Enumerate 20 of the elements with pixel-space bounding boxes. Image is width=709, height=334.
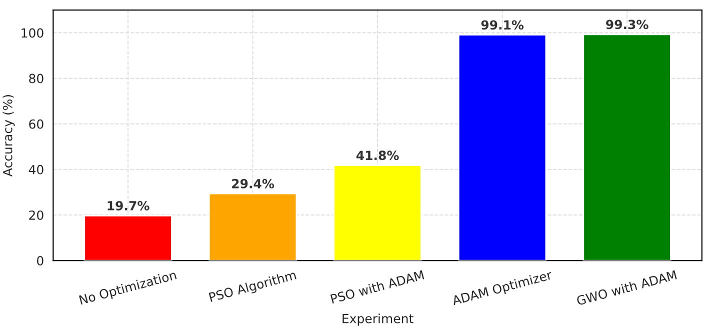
x-tick-label: GWO with ADAM: [576, 270, 677, 306]
y-axis-title: Accuracy (%): [2, 95, 15, 177]
data-label: 29.4%: [232, 178, 274, 188]
data-label: 41.8%: [356, 150, 399, 160]
x-tick-label: PSO with ADAM: [330, 270, 424, 304]
y-tick-label: 0: [37, 256, 44, 266]
bar: [458, 34, 547, 261]
bar: [582, 34, 672, 261]
data-label: 19.7%: [108, 201, 150, 210]
y-tick-label: 40: [28, 164, 44, 174]
bar: [333, 164, 422, 261]
y-tick-label: 60: [29, 119, 44, 129]
data-label: 99.3%: [606, 20, 648, 30]
data-label: 99.1%: [481, 20, 524, 30]
x-axis-title: Experiment: [342, 314, 414, 326]
y-tick-label: 80: [29, 74, 44, 84]
y-tick-label: 20: [29, 210, 44, 220]
y-tick-label: 100: [22, 28, 44, 38]
bar: [208, 192, 298, 261]
bar: [84, 214, 172, 261]
